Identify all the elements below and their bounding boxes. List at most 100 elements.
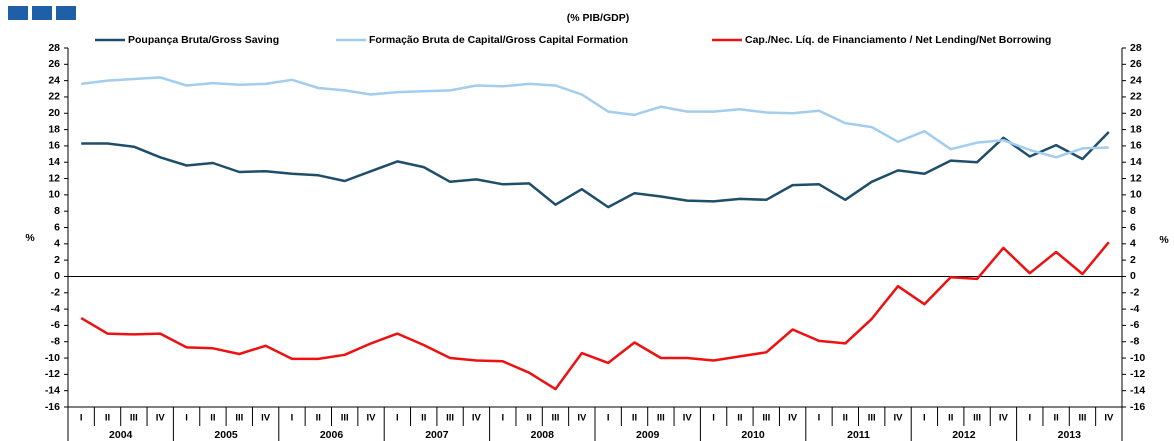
y-tick-label: 16 <box>48 140 60 152</box>
y2-tick-label: -2 <box>1130 287 1139 299</box>
year-label: 2005 <box>214 429 238 441</box>
y-tick-label: 14 <box>48 156 60 168</box>
year-label: 2006 <box>320 429 344 441</box>
y-tick-label: -16 <box>45 401 60 413</box>
y-tick-label: 18 <box>48 123 60 135</box>
y2-tick-label: -10 <box>1130 352 1145 364</box>
x-tick-label: I <box>185 413 188 424</box>
x-tick-label: III <box>762 413 770 424</box>
x-tick-label: IV <box>367 413 377 424</box>
x-tick-label: III <box>1079 413 1087 424</box>
y2-tick-label: 22 <box>1130 91 1142 103</box>
y2-tick-label: 12 <box>1130 172 1142 184</box>
x-tick-label: I <box>818 413 821 424</box>
x-tick-label: II <box>843 413 848 424</box>
y2-tick-label: -14 <box>1130 384 1145 396</box>
y-tick-label: 4 <box>54 238 60 250</box>
x-tick-label: III <box>235 413 243 424</box>
y2-tick-label: -16 <box>1130 401 1145 413</box>
year-label: 2008 <box>531 429 555 441</box>
x-tick-label: I <box>1028 413 1031 424</box>
year-label: 2004 <box>109 429 133 441</box>
x-tick-label: I <box>291 413 294 424</box>
y-tick-label: 6 <box>54 221 60 233</box>
y2-tick-label: 8 <box>1130 205 1136 217</box>
y2-tick-label: 20 <box>1130 107 1142 119</box>
y-tick-label: -8 <box>51 336 60 348</box>
x-tick-label: IV <box>999 413 1009 424</box>
y2-tick-label: 28 <box>1130 42 1142 54</box>
x-tick-label: IV <box>261 413 271 424</box>
y2-tick-label: -4 <box>1130 303 1139 315</box>
y-axis-label: % <box>25 232 35 244</box>
y-tick-label: 2 <box>54 254 60 266</box>
x-tick-label: II <box>632 413 637 424</box>
x-tick-label: I <box>80 413 83 424</box>
x-tick-label: I <box>501 413 504 424</box>
y2-tick-label: 18 <box>1130 123 1142 135</box>
y-tick-label: 12 <box>48 172 60 184</box>
y-tick-label: -14 <box>45 384 60 396</box>
x-tick-label: II <box>737 413 742 424</box>
y2-tick-label: 6 <box>1130 221 1136 233</box>
year-label: 2013 <box>1058 429 1082 441</box>
x-tick-label: II <box>526 413 531 424</box>
x-tick-label: IV <box>577 413 587 424</box>
x-tick-label: III <box>868 413 876 424</box>
year-label: 2010 <box>741 429 765 441</box>
x-tick-label: III <box>130 413 138 424</box>
y-tick-label: 20 <box>48 107 60 119</box>
legend-label: Cap./Nec. Líq. de Financiamento / Net Le… <box>745 34 1051 46</box>
x-tick-label: II <box>1053 413 1058 424</box>
y-tick-label: -12 <box>45 368 60 380</box>
x-tick-label: I <box>712 413 715 424</box>
year-label: 2011 <box>847 429 870 441</box>
x-tick-label: I <box>396 413 399 424</box>
y2-tick-label: 24 <box>1130 74 1142 86</box>
year-label: 2009 <box>636 429 660 441</box>
logo-block <box>8 6 28 20</box>
x-tick-label: III <box>446 413 454 424</box>
x-tick-label: IV <box>683 413 693 424</box>
logo-block <box>56 6 76 20</box>
chart-title: (% PIB/GDP) <box>567 12 629 24</box>
y-tick-label: -10 <box>45 352 60 364</box>
x-tick-label: IV <box>472 413 482 424</box>
y-tick-label: -2 <box>51 287 60 299</box>
y2-tick-label: 4 <box>1130 238 1136 250</box>
y-tick-label: 24 <box>48 74 60 86</box>
y2-tick-label: 0 <box>1130 270 1136 282</box>
series-line <box>81 76 1109 159</box>
x-tick-label: III <box>973 413 981 424</box>
x-tick-label: III <box>657 413 665 424</box>
x-tick-label: III <box>341 413 349 424</box>
y2-tick-label: 10 <box>1130 189 1142 201</box>
x-tick-label: II <box>105 413 110 424</box>
x-tick-label: I <box>607 413 610 424</box>
year-label: 2007 <box>425 429 449 441</box>
y-tick-label: 26 <box>48 58 60 70</box>
y2-tick-label: 14 <box>1130 156 1142 168</box>
y-tick-label: 10 <box>48 189 60 201</box>
legend-label: Poupança Bruta/Gross Saving <box>128 34 279 46</box>
x-tick-label: II <box>421 413 426 424</box>
y2-tick-label: -8 <box>1130 336 1139 348</box>
series-line <box>81 131 1110 209</box>
y-tick-label: -6 <box>51 319 60 331</box>
legend-label: Formação Bruta de Capital/Gross Capital … <box>369 34 628 46</box>
x-tick-label: IV <box>1104 413 1114 424</box>
x-tick-label: I <box>923 413 926 424</box>
y2-tick-label: -12 <box>1130 368 1145 380</box>
y-tick-label: 28 <box>48 42 60 54</box>
y2-tick-label: 26 <box>1130 58 1142 70</box>
x-tick-label: II <box>948 413 953 424</box>
x-tick-label: II <box>210 413 215 424</box>
year-label: 2012 <box>952 429 976 441</box>
y-tick-label: 0 <box>54 270 60 282</box>
y2-axis-label: % <box>1159 234 1169 246</box>
logo-block <box>32 6 52 20</box>
series-line <box>80 241 1110 391</box>
y2-tick-label: 16 <box>1130 140 1142 152</box>
y-tick-label: 8 <box>54 205 60 217</box>
y-tick-label: 22 <box>48 91 60 103</box>
